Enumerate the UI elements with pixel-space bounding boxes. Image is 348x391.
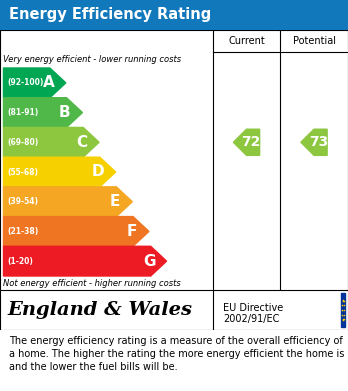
Text: (69-80): (69-80): [8, 138, 39, 147]
Polygon shape: [3, 187, 132, 217]
Text: D: D: [92, 165, 104, 179]
Text: B: B: [59, 105, 71, 120]
Text: (1-20): (1-20): [8, 256, 33, 265]
Text: F: F: [126, 224, 137, 239]
Text: England & Wales: England & Wales: [7, 301, 192, 319]
Text: 73: 73: [309, 135, 328, 149]
Text: (55-68): (55-68): [8, 167, 39, 176]
Text: A: A: [42, 75, 54, 90]
Text: 72: 72: [241, 135, 261, 149]
Text: Energy Efficiency Rating: Energy Efficiency Rating: [9, 7, 211, 23]
Text: Not energy efficient - higher running costs: Not energy efficient - higher running co…: [3, 278, 181, 287]
Text: EU Directive: EU Directive: [223, 303, 284, 313]
Text: (39-54): (39-54): [8, 197, 39, 206]
Text: (21-38): (21-38): [8, 227, 39, 236]
Text: Potential: Potential: [293, 36, 335, 46]
Polygon shape: [3, 68, 66, 98]
Text: C: C: [76, 135, 87, 150]
Text: 2002/91/EC: 2002/91/EC: [223, 314, 280, 324]
Text: Current: Current: [228, 36, 265, 46]
Polygon shape: [3, 246, 167, 276]
Text: E: E: [110, 194, 120, 209]
Bar: [341, 293, 345, 327]
Text: (92-100): (92-100): [8, 78, 44, 87]
Polygon shape: [234, 129, 260, 155]
Text: G: G: [143, 254, 155, 269]
Text: The energy efficiency rating is a measure of the overall efficiency of a home. T: The energy efficiency rating is a measur…: [9, 336, 344, 373]
Polygon shape: [3, 217, 149, 246]
Polygon shape: [3, 157, 116, 187]
Text: Very energy efficient - lower running costs: Very energy efficient - lower running co…: [3, 56, 182, 65]
Text: (81-91): (81-91): [8, 108, 39, 117]
Polygon shape: [3, 98, 82, 127]
Polygon shape: [301, 129, 327, 155]
Polygon shape: [3, 127, 99, 157]
